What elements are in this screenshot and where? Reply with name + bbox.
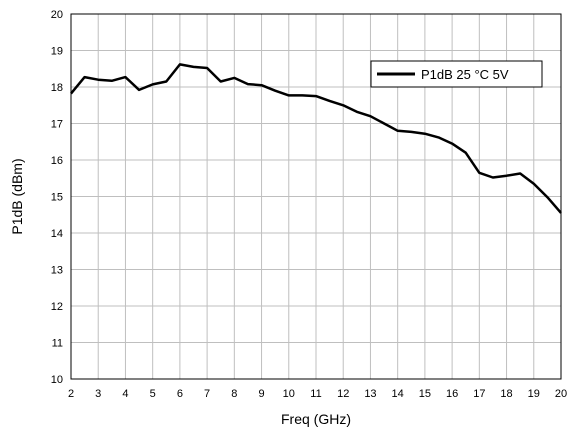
y-tick-label: 13 [51, 265, 63, 277]
x-tick-label: 19 [528, 388, 540, 400]
x-tick-label: 13 [364, 388, 376, 400]
grid [70, 13, 562, 380]
x-tick-label: 9 [258, 388, 264, 400]
y-tick-label: 12 [51, 301, 63, 313]
x-tick-label: 11 [310, 388, 321, 400]
plot-frame [70, 13, 562, 380]
series-layer [70, 63, 562, 214]
x-tick-label: 2 [68, 388, 74, 400]
x-tick-label: 3 [95, 388, 101, 400]
x-tick-label: 16 [446, 388, 458, 400]
x-tick-label: 20 [555, 388, 567, 400]
y-tick-label: 18 [51, 82, 63, 94]
x-tick-label: 6 [177, 388, 183, 400]
x-tick-label: 18 [500, 388, 512, 400]
x-tick-label: 12 [337, 388, 349, 400]
x-tick-label: 7 [204, 388, 210, 400]
x-tick-label: 14 [392, 388, 404, 400]
y-tick-label: 16 [51, 155, 63, 167]
x-axis-ticks: 2 3 4 5 6 7 8 9 10 11 12 13 14 15 16 17 18 19 20 [68, 388, 567, 400]
x-tick-label: 8 [231, 388, 237, 400]
y-tick-label: 14 [51, 228, 63, 240]
x-tick-label: 4 [122, 388, 128, 400]
series-line-0 [70, 63, 562, 214]
legend-label: P1dB 25 °C 5V [421, 67, 509, 82]
x-tick-label: 15 [419, 388, 431, 400]
y-tick-label: 11 [52, 338, 63, 350]
y-tick-label: 17 [51, 119, 63, 131]
x-tick-label: 17 [473, 388, 485, 400]
legend: P1dB 25 °C 5V [370, 60, 543, 88]
y-axis-title: P1dB (dBm) [9, 158, 25, 234]
y-tick-label: 20 [51, 9, 63, 21]
y-tick-label: 10 [51, 374, 63, 386]
y-tick-label: 15 [51, 192, 63, 204]
x-tick-label: 5 [150, 388, 156, 400]
y-axis-ticks: 10 11 12 13 14 15 16 17 18 19 20 [51, 9, 63, 386]
x-tick-label: 10 [283, 388, 295, 400]
x-axis-title: Freq (GHz) [281, 411, 351, 427]
y-tick-label: 19 [51, 46, 63, 58]
